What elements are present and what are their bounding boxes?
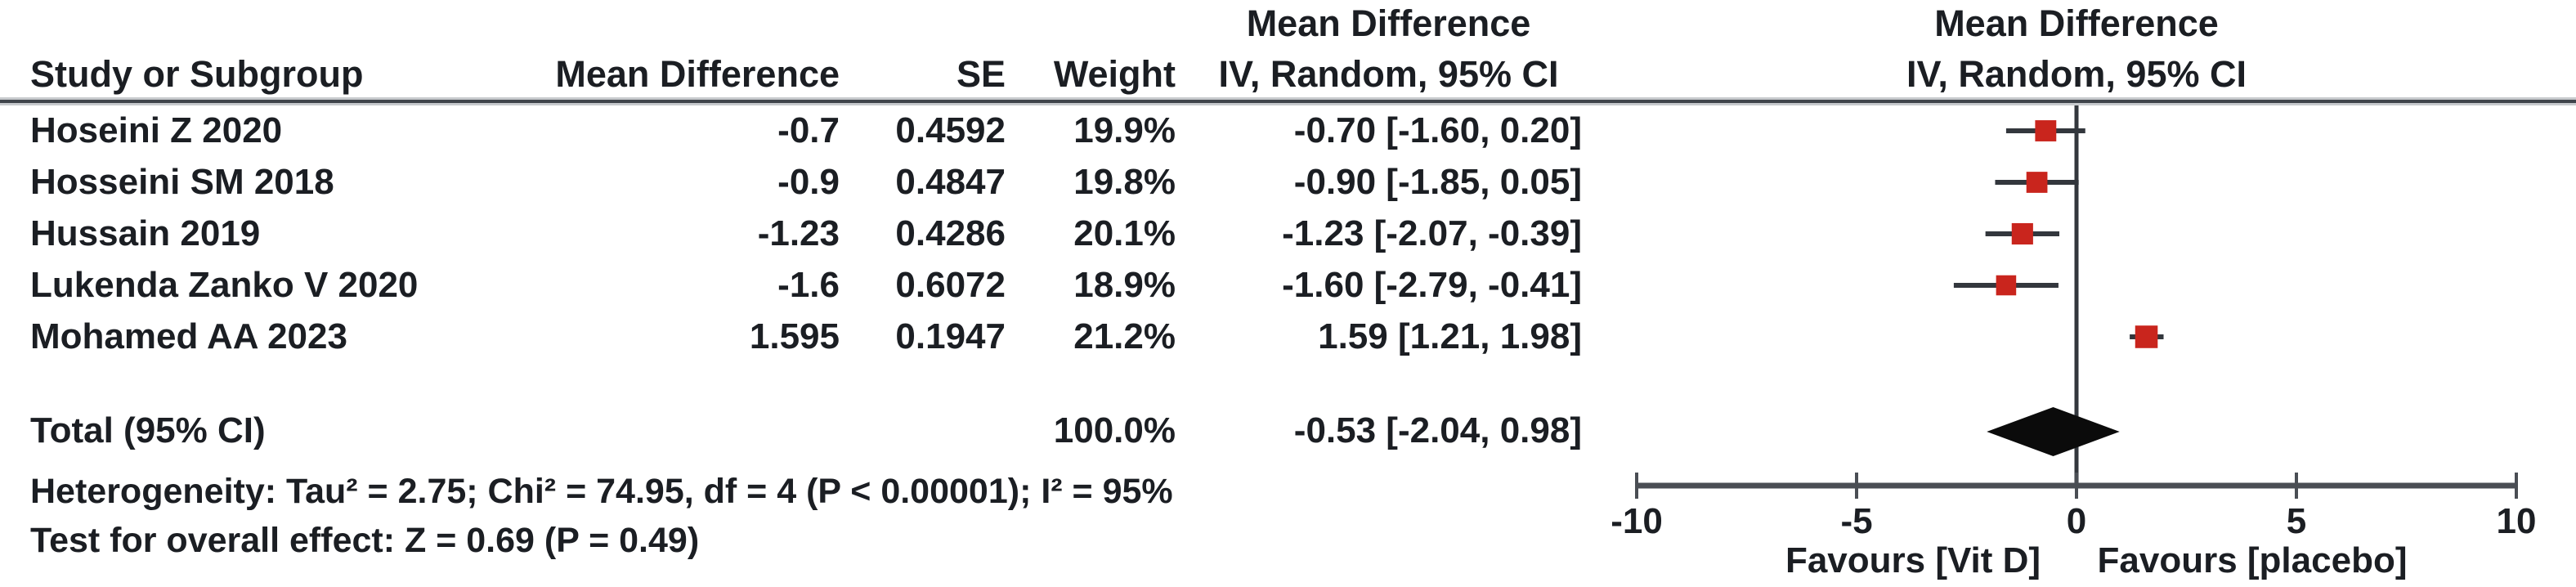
study-se: 0.4286	[895, 213, 1006, 253]
col-header-ci: IV, Random, 95% CI	[1218, 53, 1559, 95]
axis-tick-label: 5	[2287, 501, 2306, 541]
study-name: Hoseini Z 2020	[30, 110, 283, 150]
study-se: 0.4847	[895, 162, 1006, 202]
col-header-weight: Weight	[1053, 53, 1176, 95]
study-weight: 19.8%	[1073, 162, 1176, 202]
study-name: Hussain 2019	[30, 213, 261, 253]
effect-square	[2135, 325, 2158, 348]
col-header-mean-difference: Mean Difference	[555, 53, 840, 95]
study-md: -1.6	[777, 265, 840, 305]
study-se: 0.6072	[895, 265, 1006, 305]
study-ci: -0.90 [-1.85, 0.05]	[1293, 162, 1582, 202]
pooled-diamond	[1987, 407, 2120, 456]
effect-square	[2026, 172, 2048, 193]
col-header-md-ci-line1: Mean Difference	[1246, 2, 1531, 44]
total-ci: -0.53 [-2.04, 0.98]	[1293, 410, 1582, 450]
heterogeneity-stats: Heterogeneity: Tau² = 2.75; Chi² = 74.95…	[30, 472, 1173, 511]
study-se: 0.4592	[895, 110, 1006, 150]
total-weight: 100.0%	[1053, 410, 1176, 450]
study-weight: 20.1%	[1073, 213, 1176, 253]
effect-square	[2011, 222, 2033, 245]
overall-effect-test: Test for overall effect: Z = 0.69 (P = 0…	[30, 521, 700, 560]
study-se: 0.1947	[895, 316, 1006, 356]
axis-tick-label: -10	[1611, 501, 1663, 541]
study-ci: -0.70 [-1.60, 0.20]	[1293, 110, 1582, 150]
effect-square	[2035, 120, 2057, 141]
total-label: Total (95% CI)	[30, 410, 266, 450]
study-ci: 1.59 [1.21, 1.98]	[1318, 316, 1582, 356]
study-weight: 18.9%	[1073, 265, 1176, 305]
study-ci: -1.60 [-2.79, -0.41]	[1282, 265, 1582, 305]
header-rule	[0, 97, 2576, 105]
col-header-se: SE	[956, 53, 1006, 95]
favours-right-label: Favours [placebo]	[2097, 540, 2408, 580]
study-md: -0.9	[777, 162, 840, 202]
study-weight: 21.2%	[1073, 316, 1176, 356]
axis-tick-label: 10	[2497, 501, 2537, 541]
axis-tick-label: -5	[1840, 501, 1872, 541]
study-name: Mohamed AA 2023	[30, 316, 347, 356]
study-name: Lukenda Zanko V 2020	[30, 265, 419, 305]
study-md: -0.7	[777, 110, 840, 150]
study-md: -1.23	[757, 213, 840, 253]
axis-tick-label: 0	[2067, 501, 2086, 541]
plot-header-line2: IV, Random, 95% CI	[1906, 53, 2247, 95]
plot-header-line1: Mean Difference	[1934, 2, 2219, 44]
study-ci: -1.23 [-2.07, -0.39]	[1282, 213, 1582, 253]
effect-square	[1996, 275, 2017, 296]
study-weight: 19.9%	[1073, 110, 1176, 150]
study-md: 1.595	[749, 316, 840, 356]
favours-left-label: Favours [Vit D]	[1785, 540, 2041, 580]
col-header-study: Study or Subgroup	[30, 53, 364, 95]
study-name: Hosseini SM 2018	[30, 162, 334, 202]
